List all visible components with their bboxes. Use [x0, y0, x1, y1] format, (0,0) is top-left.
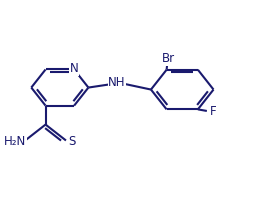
Text: S: S	[68, 135, 76, 148]
Text: Br: Br	[161, 52, 175, 65]
Text: H₂N: H₂N	[4, 135, 26, 148]
Text: F: F	[209, 105, 216, 118]
Text: N: N	[70, 62, 79, 75]
Text: NH: NH	[108, 76, 126, 89]
